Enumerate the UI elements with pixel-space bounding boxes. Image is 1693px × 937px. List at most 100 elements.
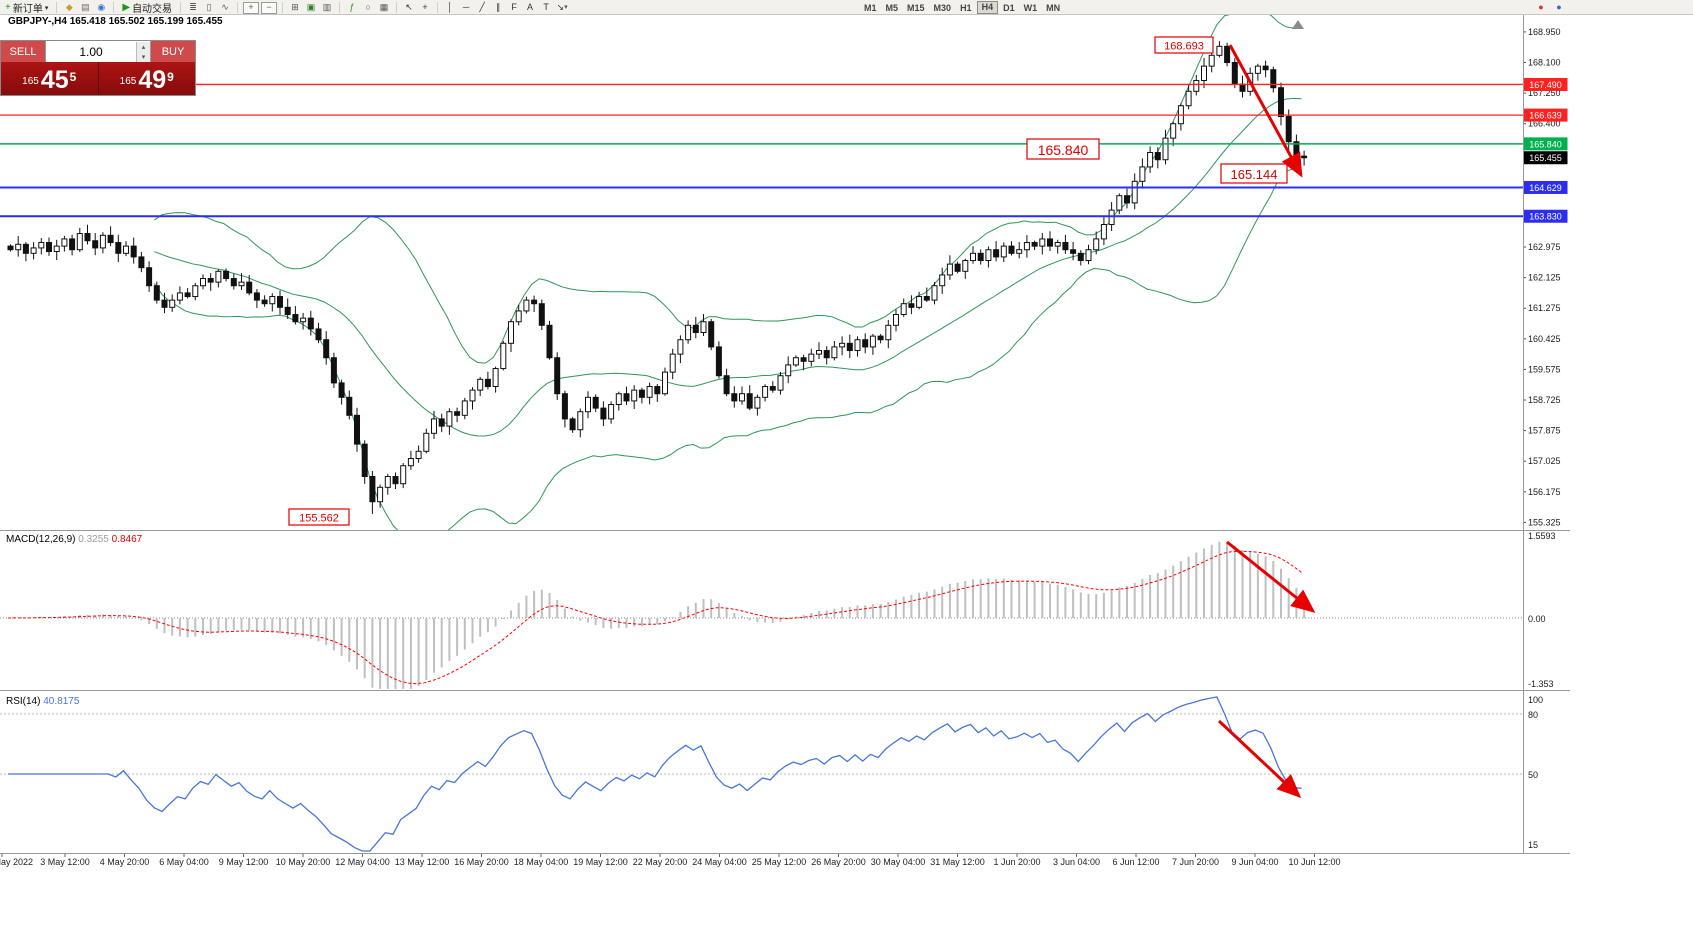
- svg-text:9 May 12:00: 9 May 12:00: [219, 857, 269, 867]
- zoom-out-icon[interactable]: −: [261, 1, 278, 14]
- text-icon[interactable]: A: [523, 1, 537, 14]
- svg-text:162.125: 162.125: [1528, 273, 1561, 283]
- candlestick-chart-icon[interactable]: ▯: [202, 1, 216, 14]
- timeframe-H4[interactable]: H4: [976, 1, 999, 14]
- price-axis: 168.950 168.100 167.250 166.400 162.975 162.1…: [1523, 27, 1561, 527]
- horizontal-line-icon[interactable]: ─: [459, 1, 473, 14]
- price-panel[interactable]: [7, 15, 1308, 542]
- svg-text:1 Jun 20:00: 1 Jun 20:00: [993, 857, 1040, 867]
- arrows-icon[interactable]: ↘ ▾: [555, 1, 569, 14]
- rsi-name: RSI(14): [6, 696, 41, 707]
- svg-text:155.325: 155.325: [1528, 517, 1561, 527]
- svg-text:158.725: 158.725: [1528, 395, 1561, 405]
- svg-text:165.840: 165.840: [1529, 139, 1562, 149]
- volume-decrease-button[interactable]: ▾: [137, 51, 150, 62]
- annotation-box-165.840[interactable]: [1026, 138, 1100, 160]
- periods-icon: ○: [365, 2, 371, 12]
- svg-text:13 May 12:00: 13 May 12:00: [395, 857, 450, 867]
- timeframe-M15[interactable]: M15: [907, 2, 925, 13]
- ask-price[interactable]: 165 49 9: [99, 62, 196, 95]
- community-icon[interactable]: ●: [1556, 2, 1562, 12]
- macd-indicator-label: MACD(12,26,9) 0.3255 0.8467: [6, 534, 142, 545]
- timeframe-M5[interactable]: M5: [885, 2, 899, 13]
- timeframe-D1[interactable]: D1: [1003, 2, 1015, 13]
- buy-button[interactable]: BUY: [151, 41, 195, 62]
- autotrading-button[interactable]: ▶ 自动交易: [119, 1, 175, 15]
- chart-ohlc-header: GBPJPY-,H4 165.418 165.502 165.199 165.4…: [8, 16, 223, 27]
- vertical-line-icon: │: [447, 2, 453, 12]
- price-axis-box-165.840: [1523, 137, 1568, 151]
- indicators-icon[interactable]: ƒ: [345, 1, 359, 14]
- svg-text:164.629: 164.629: [1529, 183, 1562, 193]
- market-watch-icon[interactable]: ◆: [62, 1, 76, 14]
- rsi-value: 40.8175: [43, 696, 80, 707]
- periods-icon[interactable]: ○: [361, 1, 375, 14]
- macd-panel[interactable]: [0, 541, 1523, 689]
- line-chart-icon[interactable]: ∿: [218, 1, 232, 14]
- autotrading-button: ▶: [122, 2, 131, 13]
- channel-icon[interactable]: ∥: [491, 1, 505, 14]
- chart-area[interactable]: 168.950 168.100 167.250 166.400 162.975 162.1…: [0, 15, 1693, 937]
- svg-text:1.5593: 1.5593: [1528, 531, 1556, 541]
- toolbar: + 新订单 ▾ ◆ ▤ ◉ ▶ 自动交易 ≣ ▯ ∿ + − ⊞ ▣ ▥ ƒ ○ ▦ ↖ + │ ─ ╱ ∥ F A T ↘ ▾ M1 M5…: [0, 0, 1693, 15]
- horizontal-line-icon: ─: [462, 2, 470, 12]
- svg-text:22 May 20:00: 22 May 20:00: [633, 857, 688, 867]
- fibonacci-icon[interactable]: F: [507, 1, 521, 14]
- macd-name: MACD(12,26,9): [6, 534, 76, 545]
- new-order-button: +: [5, 2, 11, 13]
- profiles-icon[interactable]: ▥: [320, 1, 334, 14]
- trendline-icon[interactable]: ╱: [475, 1, 489, 14]
- bid-price[interactable]: 165 45 5: [1, 62, 98, 95]
- notifications-icon[interactable]: ●: [1538, 2, 1544, 12]
- navigator-icon[interactable]: ◉: [94, 1, 108, 14]
- bar-chart-icon[interactable]: ≣: [186, 1, 200, 14]
- svg-text:4 May 20:00: 4 May 20:00: [100, 857, 150, 867]
- trend-arrow[interactable]: [1228, 44, 1303, 178]
- price-axis-box-164.629: [1523, 180, 1568, 194]
- timeframe-M1[interactable]: M1: [864, 2, 877, 13]
- vertical-line-icon[interactable]: │: [443, 1, 457, 14]
- crosshair-icon[interactable]: +: [418, 1, 432, 14]
- trend-arrow[interactable]: [1217, 719, 1302, 799]
- zoom-in-icon[interactable]: +: [243, 1, 260, 14]
- toolbar-separator: [282, 2, 284, 13]
- svg-text:157.025: 157.025: [1528, 456, 1561, 466]
- timeframe-H1[interactable]: H1: [960, 2, 972, 13]
- svg-text:16 May 20:00: 16 May 20:00: [454, 857, 509, 867]
- scroll-to-end-marker[interactable]: [1292, 20, 1304, 29]
- svg-text:100: 100: [1528, 695, 1543, 705]
- sell-button[interactable]: SELL: [1, 41, 45, 62]
- svg-text:10 Jun 12:00: 10 Jun 12:00: [1288, 857, 1340, 867]
- templates-icon[interactable]: ▦: [377, 1, 391, 14]
- svg-text:0.00: 0.00: [1528, 614, 1546, 624]
- volume-input[interactable]: [46, 43, 136, 60]
- timeframe-W1[interactable]: W1: [1023, 2, 1038, 13]
- toolbar-separator: [113, 2, 115, 13]
- svg-text:9 Jun 04:00: 9 Jun 04:00: [1231, 857, 1278, 867]
- indicators-icon: ƒ: [349, 2, 355, 12]
- zoom-in-icon: +: [248, 2, 254, 12]
- volume-increase-button[interactable]: ▴: [137, 41, 150, 52]
- data-window-icon[interactable]: ▤: [78, 1, 92, 14]
- rsi-indicator-label: RSI(14) 40.8175: [6, 696, 79, 707]
- label-icon[interactable]: T: [539, 1, 553, 14]
- trend-arrow[interactable]: [1226, 540, 1316, 613]
- timeframe-MN[interactable]: MN: [1046, 2, 1061, 13]
- timeframe-M30[interactable]: M30: [933, 2, 952, 13]
- tile-windows-icon[interactable]: ⊞: [288, 1, 302, 14]
- bid-pipette: 5: [69, 70, 77, 84]
- new-chart-icon[interactable]: ▣: [304, 1, 318, 14]
- svg-text:30 May 04:00: 30 May 04:00: [871, 857, 926, 867]
- annotation-box-155.562[interactable]: [288, 508, 350, 526]
- toolbar-icons: + 新订单 ▾ ◆ ▤ ◉ ▶ 自动交易 ≣ ▯ ∿ + − ⊞ ▣ ▥ ƒ ○ ▦ ↖ + │ ─ ╱ ∥ F A T ↘ ▾: [2, 0, 569, 15]
- annotation-box-168.693[interactable]: [1154, 36, 1214, 54]
- ask-prefix: 165: [119, 76, 137, 87]
- new-order-button[interactable]: + 新订单 ▾: [2, 1, 51, 15]
- new-order-button-label: 新订单: [12, 4, 43, 15]
- rsi-panel[interactable]: [0, 696, 1523, 852]
- text-icon: A: [527, 2, 534, 12]
- candlestick-chart-icon: ▯: [206, 2, 212, 12]
- cursor-icon[interactable]: ↖: [402, 1, 416, 14]
- price-axis-box-167.490: [1523, 77, 1568, 91]
